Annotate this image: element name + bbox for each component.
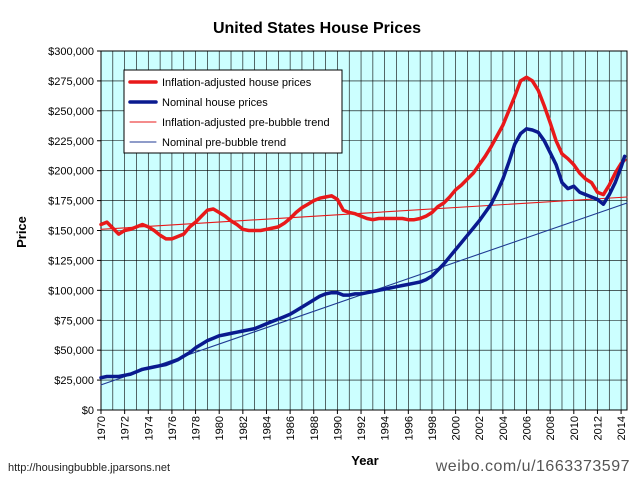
x-tick-label: 1978 bbox=[191, 416, 203, 440]
y-tick-label: $250,000 bbox=[48, 106, 94, 118]
x-tick-label: 1982 bbox=[238, 416, 250, 440]
y-tick-label: $200,000 bbox=[48, 166, 94, 178]
x-axis-label: Year bbox=[351, 453, 378, 468]
data-lines bbox=[99, 75, 627, 380]
legend-label: Nominal house prices bbox=[162, 97, 268, 109]
x-tick-label: 1974 bbox=[143, 416, 155, 440]
x-tick-label: 1984 bbox=[261, 416, 273, 440]
legend: Inflation-adjusted house prices Nominal h… bbox=[123, 69, 343, 154]
series-line-nominal-house-prices bbox=[99, 127, 627, 380]
x-tick-label: 1994 bbox=[380, 416, 392, 440]
y-tick-label: $225,000 bbox=[48, 136, 94, 148]
x-tick-label: 1972 bbox=[120, 416, 132, 440]
x-tick-label: 2002 bbox=[474, 416, 486, 440]
y-axis-label: Price bbox=[14, 216, 29, 248]
chart-title: United States House Prices bbox=[213, 20, 421, 37]
x-tick-label: 1986 bbox=[285, 416, 297, 440]
series-line-inflation-adjusted-house-prices bbox=[99, 75, 627, 241]
y-tick-label: $75,000 bbox=[54, 315, 94, 327]
x-tick-label: 1988 bbox=[309, 416, 321, 440]
y-tick-label: $125,000 bbox=[48, 255, 94, 267]
x-tick-label: 1996 bbox=[403, 416, 415, 440]
x-tick-label: 2012 bbox=[592, 416, 604, 440]
legend-box bbox=[123, 69, 343, 154]
y-tick-label: $25,000 bbox=[54, 375, 94, 387]
axes: $0 $25,000 $50,000 $75,000 $100,000 $125,000 $… bbox=[48, 46, 628, 440]
y-tick-label: $150,000 bbox=[48, 226, 94, 238]
x-tick-label: 1970 bbox=[96, 416, 108, 440]
source-credit: http://housingbubble.jparsons.net bbox=[8, 462, 171, 474]
y-tick-label: $275,000 bbox=[48, 76, 94, 88]
x-tick-label: 2006 bbox=[522, 416, 534, 440]
y-tick-label: $100,000 bbox=[48, 285, 94, 297]
x-tick-label: 1980 bbox=[214, 416, 226, 440]
y-tick-label: $50,000 bbox=[54, 345, 94, 357]
x-tick-label: 1990 bbox=[332, 416, 344, 440]
y-tick-label: $300,000 bbox=[48, 46, 94, 58]
x-tick-label: 2004 bbox=[498, 416, 510, 440]
x-tick-label: 1976 bbox=[167, 416, 179, 440]
legend-label: Inflation-adjusted house prices bbox=[162, 77, 312, 89]
x-tick-label: 2010 bbox=[569, 416, 581, 440]
watermark-credit: weibo.com/u/1663373597 bbox=[435, 458, 630, 475]
x-tick-label: 1992 bbox=[356, 416, 368, 440]
legend-label: Inflation-adjusted pre-bubble trend bbox=[162, 117, 330, 129]
x-tick-label: 1998 bbox=[427, 416, 439, 440]
series-line-inflation-adjusted-pre-bubble-trend bbox=[100, 196, 628, 230]
x-tick-label: 2000 bbox=[451, 416, 463, 440]
legend-label: Nominal pre-bubble trend bbox=[162, 137, 286, 149]
y-tick-label: $175,000 bbox=[48, 196, 94, 208]
x-tick-label: 2014 bbox=[616, 416, 628, 440]
x-tick-label: 2008 bbox=[545, 416, 557, 440]
y-tick-label: $0 bbox=[82, 405, 94, 417]
